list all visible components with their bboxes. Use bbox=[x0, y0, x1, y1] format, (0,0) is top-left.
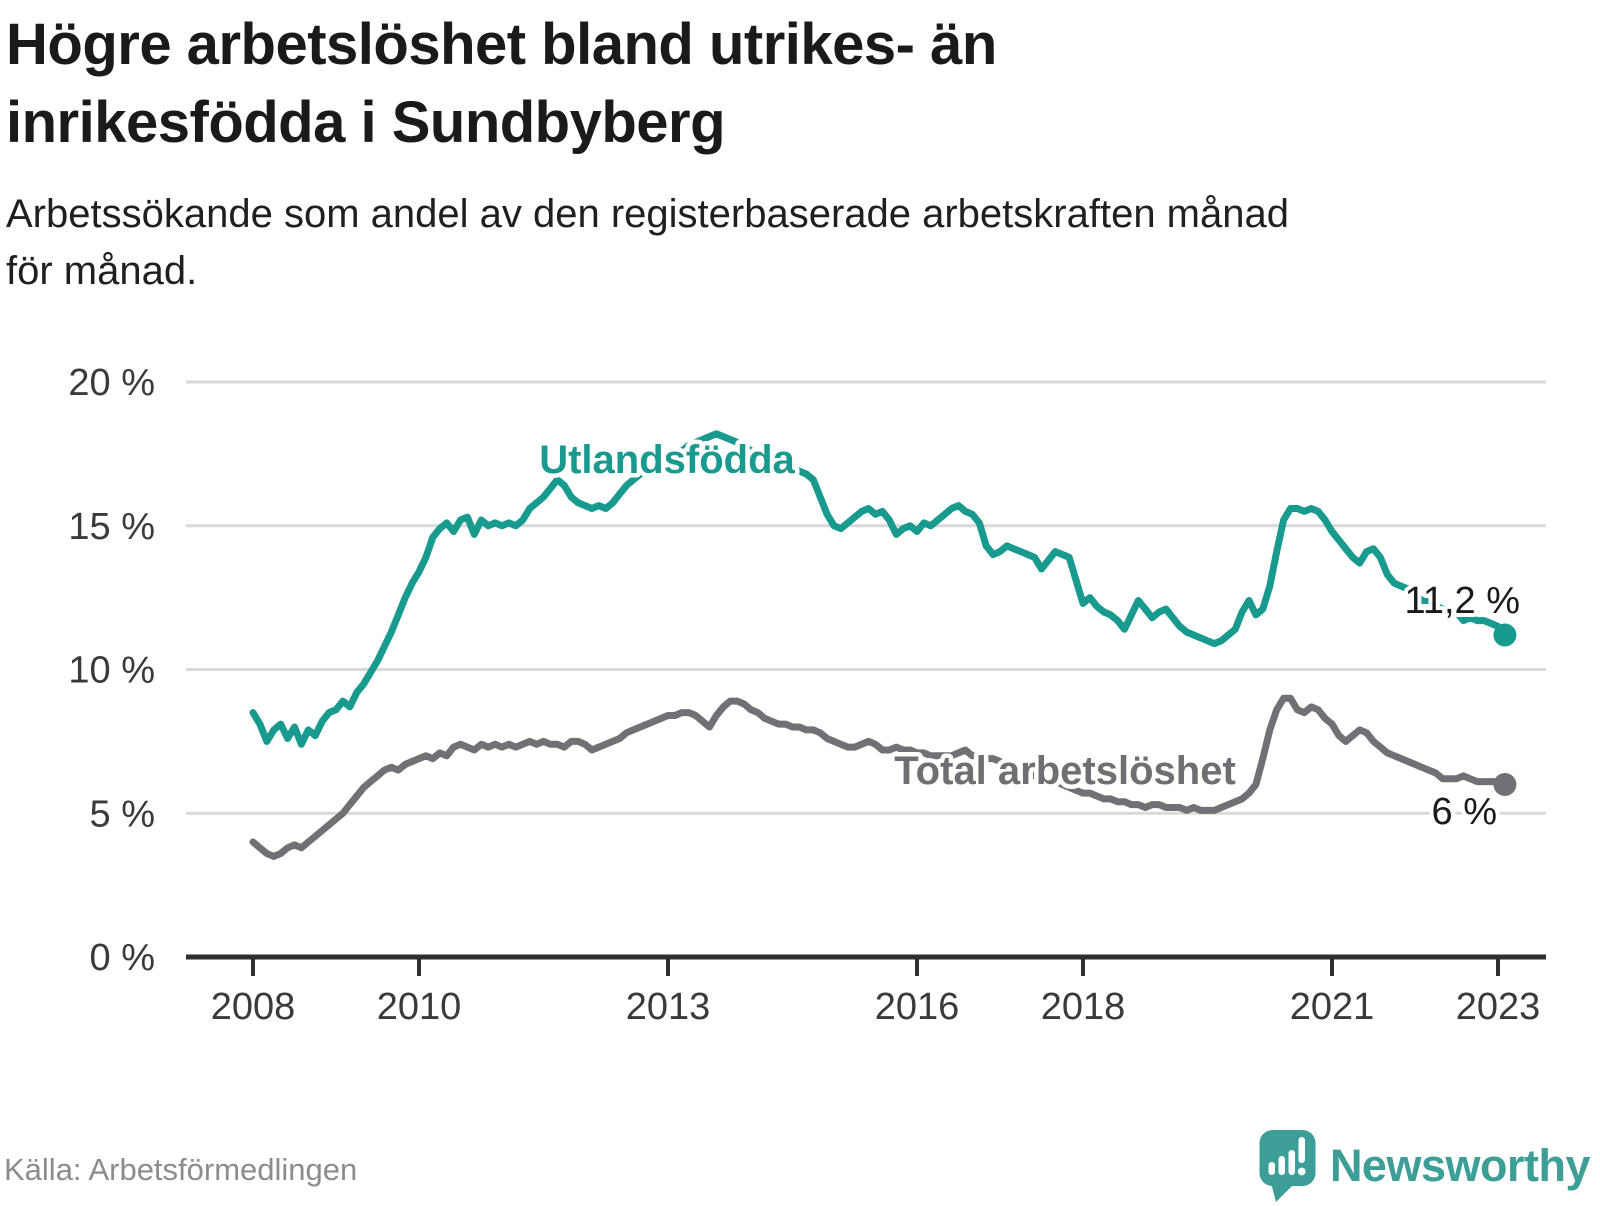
series-endpoint-dot-0 bbox=[1493, 623, 1517, 647]
end-value-label-utlandsfodda: 11,2 % bbox=[1405, 580, 1520, 622]
y-tick-label-0: 0 % bbox=[90, 937, 155, 979]
newsworthy-brand: Newsworthy bbox=[1259, 1126, 1591, 1206]
newsworthy-logo-icon bbox=[1259, 1130, 1316, 1202]
series-endpoint-dot-1 bbox=[1493, 773, 1517, 796]
page-title-line-2: inrikesfödda i Sundbyberg bbox=[6, 90, 726, 155]
series-label-total-arbetsloshet: Total arbetslöshet bbox=[894, 749, 1236, 793]
x-tick-label-2013: 2013 bbox=[626, 986, 711, 1028]
page-title-line-1: Högre arbetslöshet bland utrikes- än bbox=[6, 12, 997, 77]
page-title: Högre arbetslöshet bland utrikes- än inr… bbox=[6, 6, 1456, 162]
x-tick-label-2018: 2018 bbox=[1041, 986, 1126, 1028]
y-tick-label-15: 15 % bbox=[68, 506, 155, 548]
logo-bubble bbox=[1259, 1130, 1316, 1186]
x-tick-label-2021: 2021 bbox=[1290, 986, 1375, 1028]
chart-series bbox=[249, 430, 1517, 860]
series-label-utlandsfodda: Utlandsfödda bbox=[539, 438, 795, 482]
page-subtitle-line-1: Arbetssökande som andel av den registerb… bbox=[6, 192, 1289, 236]
bar-chart-glyph bbox=[1268, 1150, 1295, 1175]
logo-bubble-tail bbox=[1270, 1183, 1295, 1202]
y-tick-label-5: 5 % bbox=[90, 793, 155, 835]
line-chart: 0 % 5 % 10 % 15 % 20 % 2008 2010 2013 2016 2018 20… bbox=[68, 362, 1546, 1028]
series-line-0 bbox=[249, 430, 1509, 748]
chart-annotations: Utlandsfödda Total arbetslöshet 11,2 % 6… bbox=[535, 434, 1524, 838]
page-subtitle-line-2: för månad. bbox=[6, 249, 198, 293]
page-subtitle: Arbetssökande som andel av den registerb… bbox=[6, 186, 1566, 300]
newsworthy-wordmark: Newsworthy bbox=[1329, 1140, 1591, 1191]
x-tick-label-2010: 2010 bbox=[377, 986, 462, 1028]
end-value-label-total: 6 % bbox=[1432, 791, 1497, 833]
series-line-1 bbox=[249, 694, 1509, 860]
source-note: Källa: Arbetsförmedlingen bbox=[4, 1152, 358, 1187]
y-tick-label-10: 10 % bbox=[68, 650, 155, 692]
chart-axes: 0 % 5 % 10 % 15 % 20 % 2008 2010 2013 2016 2018 20… bbox=[68, 362, 1546, 1028]
x-tick-label-2016: 2016 bbox=[875, 986, 960, 1028]
x-tick-label-2023: 2023 bbox=[1456, 986, 1541, 1028]
exclamation-glyph bbox=[1297, 1137, 1306, 1176]
y-tick-label-20: 20 % bbox=[68, 362, 155, 404]
x-tick-label-2008: 2008 bbox=[211, 986, 296, 1028]
